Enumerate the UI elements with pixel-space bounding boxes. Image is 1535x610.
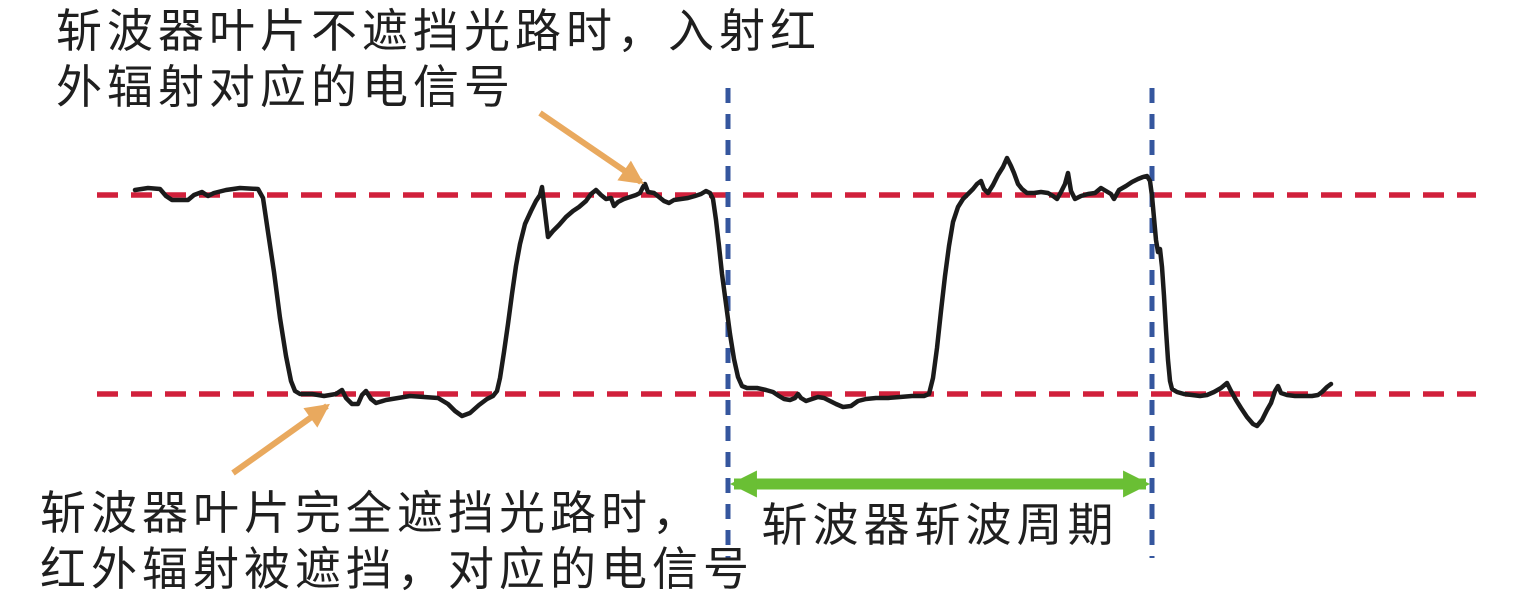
bottom-annotation: 斩波器叶片完全遮挡光路时， 红外辐射被遮挡，对应的电信号	[40, 486, 754, 598]
low-level-pointer-arrow	[231, 403, 330, 476]
high-level-pointer-arrow	[538, 110, 644, 185]
signal-trace	[132, 155, 1334, 429]
top-annotation: 斩波器叶片不遮挡光路时，入射红 外辐射对应的电信号	[56, 4, 821, 116]
top-annotation-line1: 斩波器叶片不遮挡光路时，入射红	[56, 6, 821, 57]
period-label: 斩波器斩波周期	[761, 500, 1119, 551]
top-annotation-line2: 外辐射对应的电信号	[56, 62, 515, 113]
bottom-annotation-line1: 斩波器叶片完全遮挡光路时，	[40, 488, 703, 539]
bottom-annotation-line2: 红外辐射被遮挡，对应的电信号	[40, 544, 754, 595]
